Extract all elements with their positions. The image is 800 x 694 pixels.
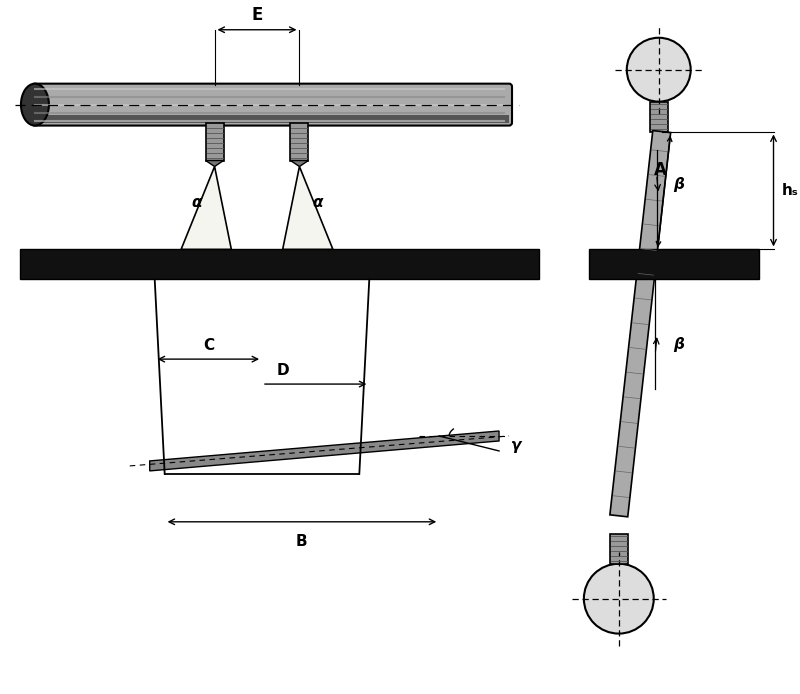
Polygon shape <box>150 431 499 471</box>
Text: B: B <box>296 534 308 549</box>
Bar <box>206 123 223 160</box>
Text: A: A <box>654 161 666 179</box>
Text: γ: γ <box>511 439 522 453</box>
Bar <box>650 101 668 132</box>
Polygon shape <box>206 160 223 167</box>
Polygon shape <box>290 160 309 167</box>
Bar <box>589 249 758 279</box>
Text: C: C <box>202 338 214 353</box>
Bar <box>610 534 628 564</box>
Circle shape <box>584 564 654 634</box>
Text: D: D <box>277 363 290 378</box>
Circle shape <box>626 37 690 101</box>
Text: hₛ: hₛ <box>782 183 798 198</box>
Text: β: β <box>673 337 684 352</box>
Polygon shape <box>181 167 231 249</box>
Ellipse shape <box>21 84 49 126</box>
Bar <box>290 123 309 160</box>
Text: α: α <box>312 196 322 210</box>
Text: E: E <box>251 6 262 24</box>
Bar <box>35 115 509 123</box>
Polygon shape <box>610 130 670 517</box>
Text: β: β <box>674 177 685 192</box>
Text: α: α <box>191 196 202 210</box>
FancyBboxPatch shape <box>32 84 512 126</box>
Bar <box>20 249 539 279</box>
Polygon shape <box>282 167 333 249</box>
